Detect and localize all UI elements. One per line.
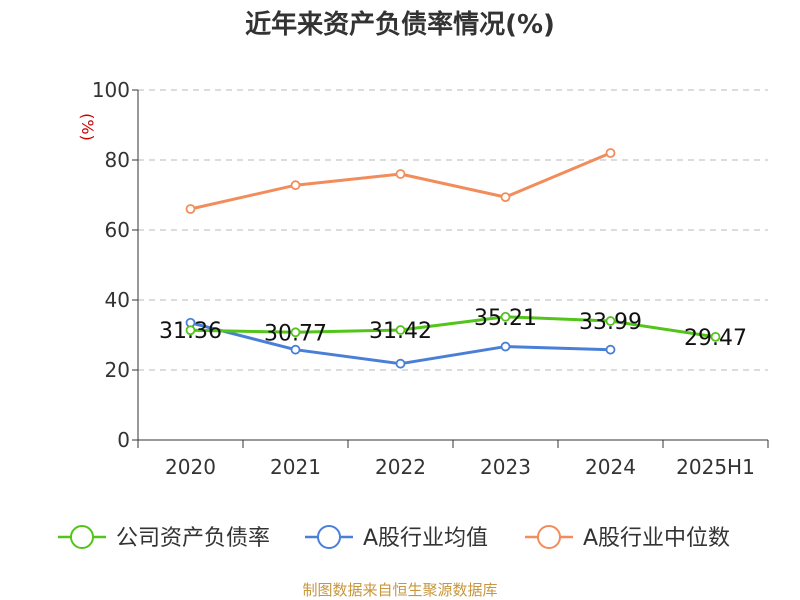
- x-tick-label: 2020: [165, 455, 216, 479]
- source-note: 制图数据来自恒生聚源数据库: [302, 581, 497, 599]
- data-point: [605, 316, 616, 326]
- data-point: [290, 180, 301, 191]
- legend-item: 公司资产负债率: [58, 525, 270, 551]
- data-label: 35.21: [474, 306, 537, 331]
- data-point: [185, 204, 196, 214]
- legend: 公司资产负债率 A股行业均值 A股行业中位数: [58, 525, 730, 551]
- series-line: [190, 151, 612, 211]
- data-point: [500, 341, 511, 352]
- data-point: [185, 325, 196, 336]
- y-axis-unit: (%): [78, 113, 97, 141]
- data-point: [605, 344, 616, 355]
- data-label: 31.42: [369, 319, 432, 344]
- y-tick-label: 40: [105, 288, 130, 312]
- data-point: [395, 169, 406, 179]
- data-label: 31.36: [159, 319, 222, 344]
- legend-item: A股行业均值: [305, 525, 488, 551]
- data-label: 30.77: [264, 321, 327, 346]
- data-point: [710, 331, 721, 342]
- gridlines: [138, 89, 768, 371]
- series-line: [190, 315, 716, 339]
- legend-marker: [70, 525, 94, 549]
- data-point: [605, 148, 616, 158]
- data-labels: 31.36 30.77 31.42 35.21 33.99 29.47: [159, 306, 747, 351]
- legend-marker: [537, 525, 561, 549]
- y-tick-label: 80: [105, 148, 130, 172]
- legend-label: A股行业均值: [363, 526, 488, 551]
- x-tick-label: 2025H1: [676, 455, 755, 479]
- legend-marker: [317, 525, 341, 549]
- data-label: 29.47: [684, 326, 747, 351]
- data-label: 33.99: [579, 310, 642, 335]
- data-point: [500, 311, 511, 322]
- y-tick-label: 60: [105, 218, 130, 242]
- legend-label: 公司资产负债率: [116, 526, 270, 551]
- legend-item: A股行业中位数: [525, 525, 730, 551]
- data-point: [290, 327, 301, 338]
- y-tick-label: 100: [92, 78, 130, 102]
- x-tick-label: 2024: [585, 455, 636, 479]
- y-tick-label: 20: [105, 358, 130, 382]
- data-point: [500, 192, 511, 203]
- x-tick-label: 2022: [375, 455, 426, 479]
- y-tick-label: 0: [117, 428, 130, 452]
- data-point: [290, 344, 301, 355]
- data-point: [395, 358, 406, 369]
- chart-title: 近年来资产负债率情况(%): [245, 9, 555, 40]
- data-point: [395, 325, 406, 335]
- axes: 0 20 40 60 80 100 2020 2021 2022 2023 2024 2025H1: [92, 78, 769, 479]
- x-tick-label: 2021: [270, 455, 321, 479]
- x-tick-label: 2023: [480, 455, 531, 479]
- legend-label: A股行业中位数: [583, 526, 730, 551]
- series-lines: [185, 148, 721, 369]
